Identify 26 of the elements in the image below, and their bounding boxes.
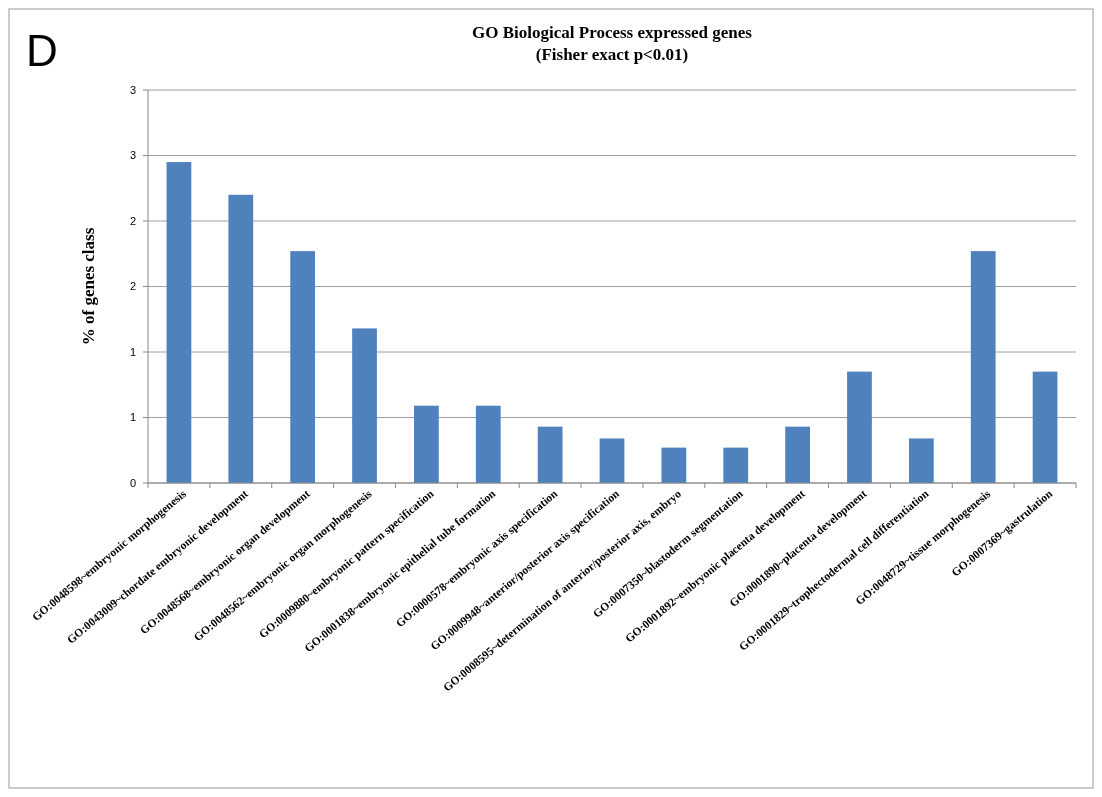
y-tick-label: 1	[129, 411, 136, 424]
y-tick-label: 2	[129, 214, 136, 227]
bar	[537, 426, 563, 483]
bar	[1032, 371, 1058, 483]
bar	[785, 426, 810, 483]
y-tick-label: 3	[129, 83, 136, 96]
bar	[414, 405, 439, 483]
bar	[166, 162, 192, 483]
bar	[352, 328, 377, 483]
bar	[723, 447, 749, 483]
bar	[970, 251, 996, 483]
bar	[290, 251, 316, 483]
bar	[661, 447, 687, 483]
bar	[599, 438, 625, 483]
chart-title: GO Biological Process expressed genes	[472, 23, 753, 42]
y-tick-label: 3	[129, 149, 136, 162]
bar	[847, 371, 872, 483]
bar	[228, 194, 254, 483]
y-tick-label: 0	[129, 476, 136, 489]
y-axis-title: % of genes class	[79, 227, 98, 346]
text: D	[26, 26, 58, 75]
y-tick-label: 2	[129, 280, 136, 293]
bar	[908, 438, 934, 483]
chart-subtitle: (Fisher exact p<0.01)	[535, 45, 689, 64]
bar	[475, 405, 501, 483]
y-tick-label: 1	[129, 345, 136, 358]
